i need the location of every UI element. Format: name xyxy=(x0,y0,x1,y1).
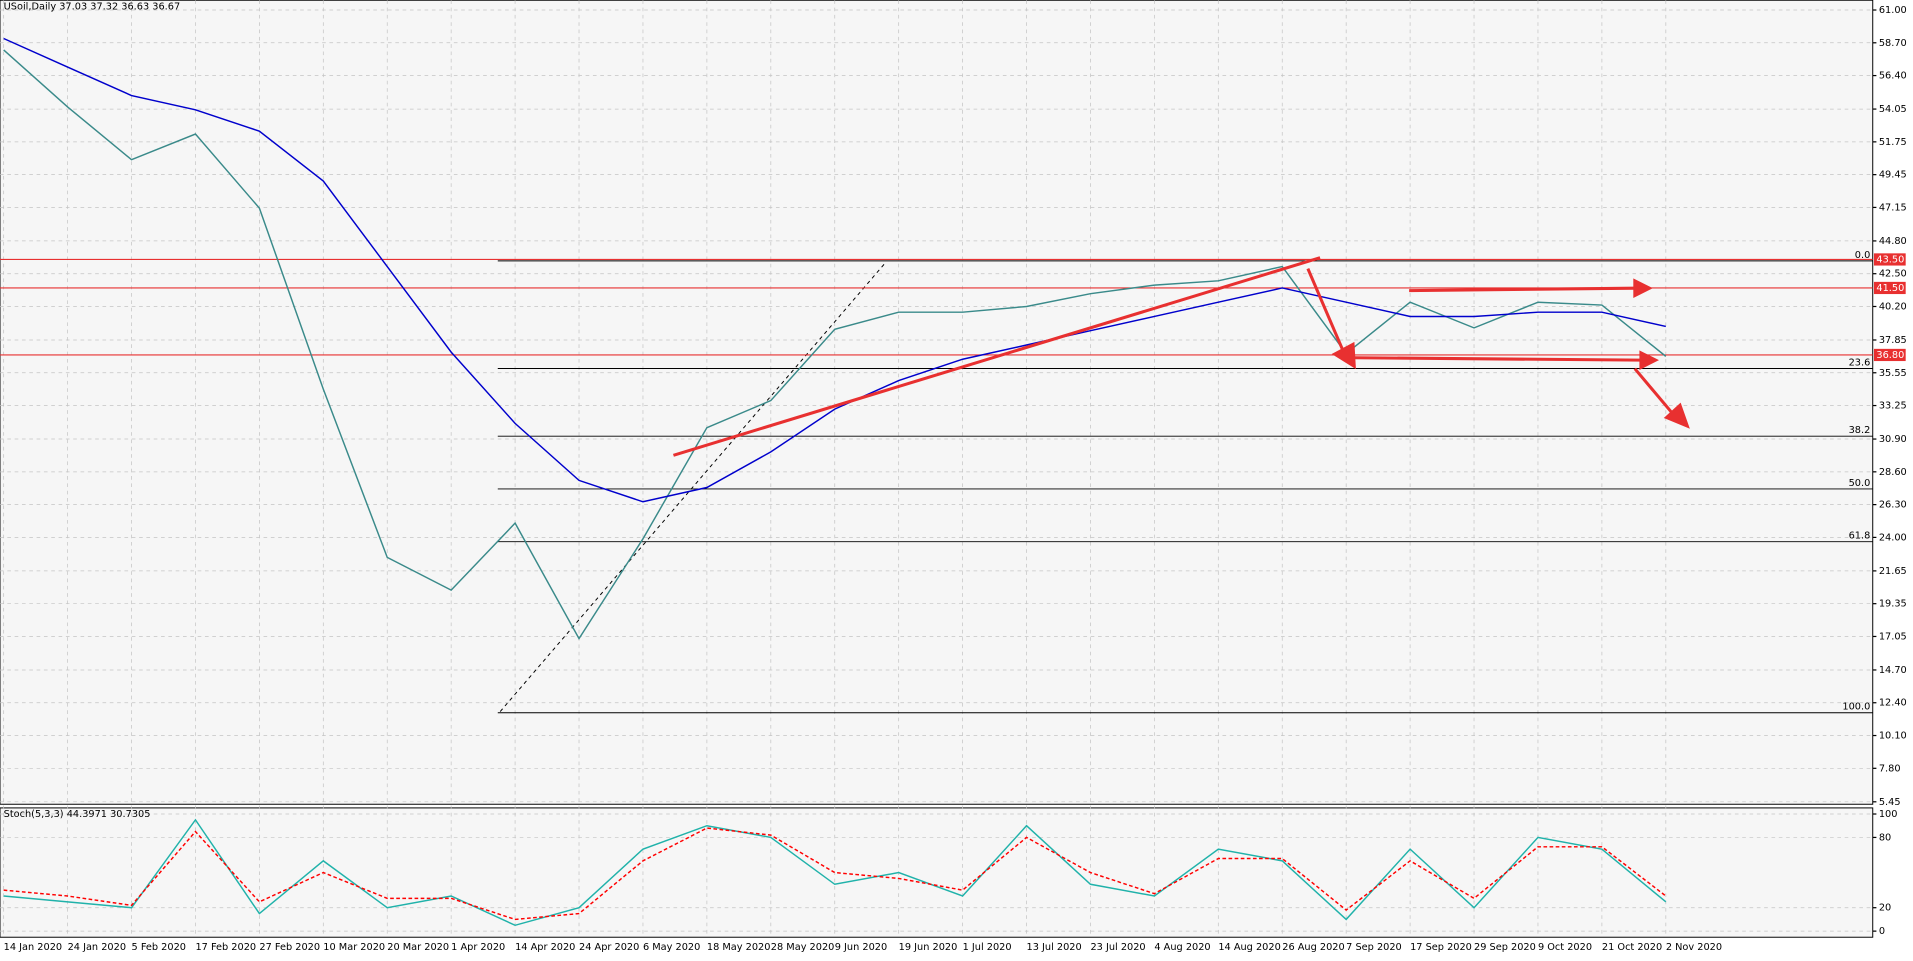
arrow-head xyxy=(1639,350,1659,370)
x-tick-label: 26 Aug 2020 xyxy=(1282,942,1344,953)
arrow xyxy=(1354,356,1641,362)
y-tick-label: 61.00 xyxy=(1879,5,1907,16)
y-tick-label: 30.90 xyxy=(1879,434,1907,445)
level-label: 41.50 xyxy=(1876,283,1904,294)
y-tick-label: 40.20 xyxy=(1879,301,1907,312)
y-tick-label: 0 xyxy=(1879,926,1885,937)
y-tick-label: 10.10 xyxy=(1879,731,1907,742)
series-line xyxy=(3,49,1667,641)
arrow xyxy=(1409,286,1635,293)
x-tick-label: 9 Oct 2020 xyxy=(1538,942,1592,953)
y-tick-label: 19.35 xyxy=(1879,599,1907,610)
y-tick-label: 51.75 xyxy=(1879,137,1907,148)
x-tick-label: 6 May 2020 xyxy=(643,942,700,953)
x-tick-label: 21 Oct 2020 xyxy=(1602,942,1662,953)
y-tick-label: 26.30 xyxy=(1879,500,1907,511)
y-tick-label: 7.80 xyxy=(1879,763,1901,774)
fib-label: 50.0 xyxy=(1849,478,1871,489)
y-tick-label: 54.05 xyxy=(1879,104,1907,115)
arrow-head xyxy=(1663,402,1690,429)
fib-label: 0.0 xyxy=(1855,250,1871,261)
fib-label: 61.8 xyxy=(1849,531,1871,542)
y-tick-label: 14.70 xyxy=(1879,665,1907,676)
y-tick-label: 12.40 xyxy=(1879,698,1907,709)
y-tick-label: 44.80 xyxy=(1879,236,1907,247)
x-tick-label: 18 May 2020 xyxy=(707,942,771,953)
y-tick-label: 47.15 xyxy=(1879,202,1907,213)
x-tick-label: 5 Feb 2020 xyxy=(132,942,186,953)
level-tag xyxy=(1873,348,1906,362)
y-tick-label: 49.45 xyxy=(1879,170,1907,181)
x-tick-label: 28 May 2020 xyxy=(771,942,835,953)
level-label: 43.50 xyxy=(1876,254,1904,265)
y-tick-label: 21.65 xyxy=(1879,566,1907,577)
x-tick-label: 2 Nov 2020 xyxy=(1666,942,1722,953)
y-tick-label: 5.45 xyxy=(1879,797,1901,808)
chart-title: USoil,Daily 37.03 37.32 36.63 36.67 xyxy=(4,1,181,12)
price-panel xyxy=(0,0,1874,805)
level-tag xyxy=(1873,281,1906,295)
fib-label: 23.6 xyxy=(1849,357,1871,368)
arrow-head xyxy=(1331,341,1356,370)
series-line xyxy=(3,827,1667,921)
fib-label: 100.0 xyxy=(1842,702,1870,713)
y-tick-label: 24.00 xyxy=(1879,532,1907,543)
trendline xyxy=(673,256,1321,457)
x-tick-label: 14 Apr 2020 xyxy=(515,942,575,953)
x-tick-label: 14 Jan 2020 xyxy=(4,942,62,953)
stoch-title: Stoch(5,3,3) 44.3971 30.7305 xyxy=(4,809,151,820)
x-tick-label: 14 Aug 2020 xyxy=(1218,942,1280,953)
y-tick-label: 20 xyxy=(1879,903,1891,914)
x-tick-label: 1 Jul 2020 xyxy=(963,942,1012,953)
series-line xyxy=(3,818,1667,927)
y-tick-label: 80 xyxy=(1879,832,1891,843)
annotations xyxy=(673,256,1690,457)
x-tick-label: 29 Sep 2020 xyxy=(1474,942,1536,953)
x-tick-label: 4 Aug 2020 xyxy=(1154,942,1210,953)
x-tick-label: 20 Mar 2020 xyxy=(387,942,449,953)
series-line xyxy=(3,37,1666,503)
y-tick-label: 37.85 xyxy=(1879,335,1907,346)
x-tick-label: 9 Jun 2020 xyxy=(835,942,887,953)
x-tick-label: 13 Jul 2020 xyxy=(1027,942,1082,953)
y-tick-label: 56.40 xyxy=(1879,71,1907,82)
y-tick-label: 42.50 xyxy=(1879,269,1907,280)
y-tick-label: 17.05 xyxy=(1879,631,1907,642)
x-tick-label: 27 Feb 2020 xyxy=(259,942,320,953)
x-tick-label: 17 Sep 2020 xyxy=(1410,942,1472,953)
stoch-panel xyxy=(0,807,1874,938)
level-label: 36.80 xyxy=(1876,350,1904,361)
grid xyxy=(0,0,1873,938)
y-tick-label: 100 xyxy=(1879,809,1898,820)
x-tick-label: 7 Sep 2020 xyxy=(1346,942,1402,953)
x-tick-label: 24 Jan 2020 xyxy=(68,942,126,953)
x-tick-label: 19 Jun 2020 xyxy=(899,942,958,953)
y-tick-label: 58.70 xyxy=(1879,38,1907,49)
arrow xyxy=(1306,268,1346,355)
level-tag xyxy=(1873,253,1906,266)
x-tick-label: 10 Mar 2020 xyxy=(323,942,385,953)
x-tick-label: 23 Jul 2020 xyxy=(1090,942,1145,953)
x-tick-label: 1 Apr 2020 xyxy=(451,942,505,953)
x-tick-label: 24 Apr 2020 xyxy=(579,942,639,953)
y-tick-label: 33.25 xyxy=(1879,401,1907,412)
y-tick-label: 28.60 xyxy=(1879,467,1907,478)
y-tick-label: 35.55 xyxy=(1879,368,1907,379)
arrow xyxy=(1633,367,1676,417)
fib-label: 38.2 xyxy=(1849,425,1871,436)
fib-anchor xyxy=(499,263,885,712)
arrow-head xyxy=(1633,278,1653,298)
x-tick-label: 17 Feb 2020 xyxy=(195,942,256,953)
